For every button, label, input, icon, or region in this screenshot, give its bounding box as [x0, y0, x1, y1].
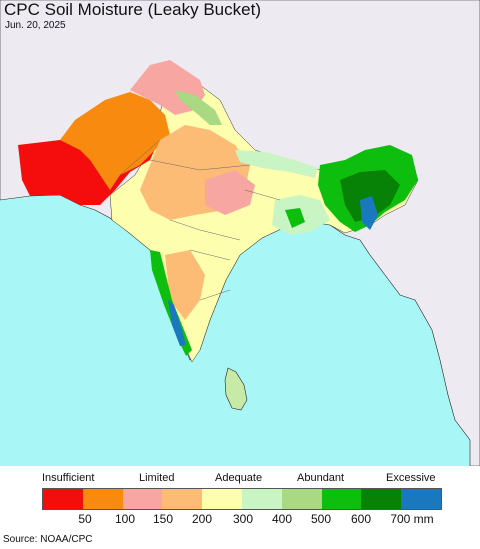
state-borders [119, 139, 281, 301]
legend-swatch [202, 489, 242, 509]
legend-cat-excessive: Excessive [386, 472, 436, 484]
map-date: Jun. 20, 2025 [5, 20, 66, 31]
legend-swatch [241, 489, 282, 509]
legend-swatch [361, 489, 402, 509]
nepal-light [235, 150, 318, 178]
legend-cat-abundant: Abundant [297, 472, 345, 484]
central-pink [205, 170, 255, 215]
legend-cat-limited: Limited [139, 472, 175, 484]
legend-swatch [162, 489, 203, 509]
soil-moisture-map [0, 0, 480, 466]
ne-blue [360, 196, 378, 230]
south-peach [165, 250, 205, 320]
legend-tick: 400 [271, 512, 293, 526]
legend-tick: 200 [191, 512, 213, 526]
pakistan-orange [60, 92, 170, 190]
legend-cat-insufficient: Insufficient [42, 472, 95, 484]
legend-color-bar [42, 488, 442, 510]
legend-swatch [281, 489, 322, 509]
himalaya-green [175, 90, 222, 125]
legend-tick: 500 [310, 512, 332, 526]
legend-tick: 600 [350, 512, 372, 526]
legend-tick: 150 [152, 512, 174, 526]
legend-ticks: 50 100 150 200 300 400 500 600 700 mm [0, 512, 480, 526]
legend-tick: 100 [114, 512, 136, 526]
ne-dark [340, 170, 400, 222]
legend-swatch [321, 489, 362, 509]
east-green-patch [285, 208, 305, 228]
legend-categories: Insufficient Limited Adequate Abundant E… [0, 472, 480, 486]
legend-swatch [82, 489, 123, 509]
legend-tick: 700 mm [390, 512, 434, 526]
west-coast-blue [168, 300, 186, 346]
map-title: CPC Soil Moisture (Leaky Bucket) [4, 0, 261, 19]
legend-swatch [43, 489, 83, 509]
legend-cat-adequate: Adequate [215, 472, 263, 484]
source-credit: Source: NOAA/CPC [3, 534, 93, 545]
legend-tick: 50 [78, 512, 92, 526]
legend-tick: 300 [232, 512, 254, 526]
legend-swatch [401, 489, 441, 509]
sri-lanka [224, 367, 248, 411]
legend-swatch [122, 489, 163, 509]
